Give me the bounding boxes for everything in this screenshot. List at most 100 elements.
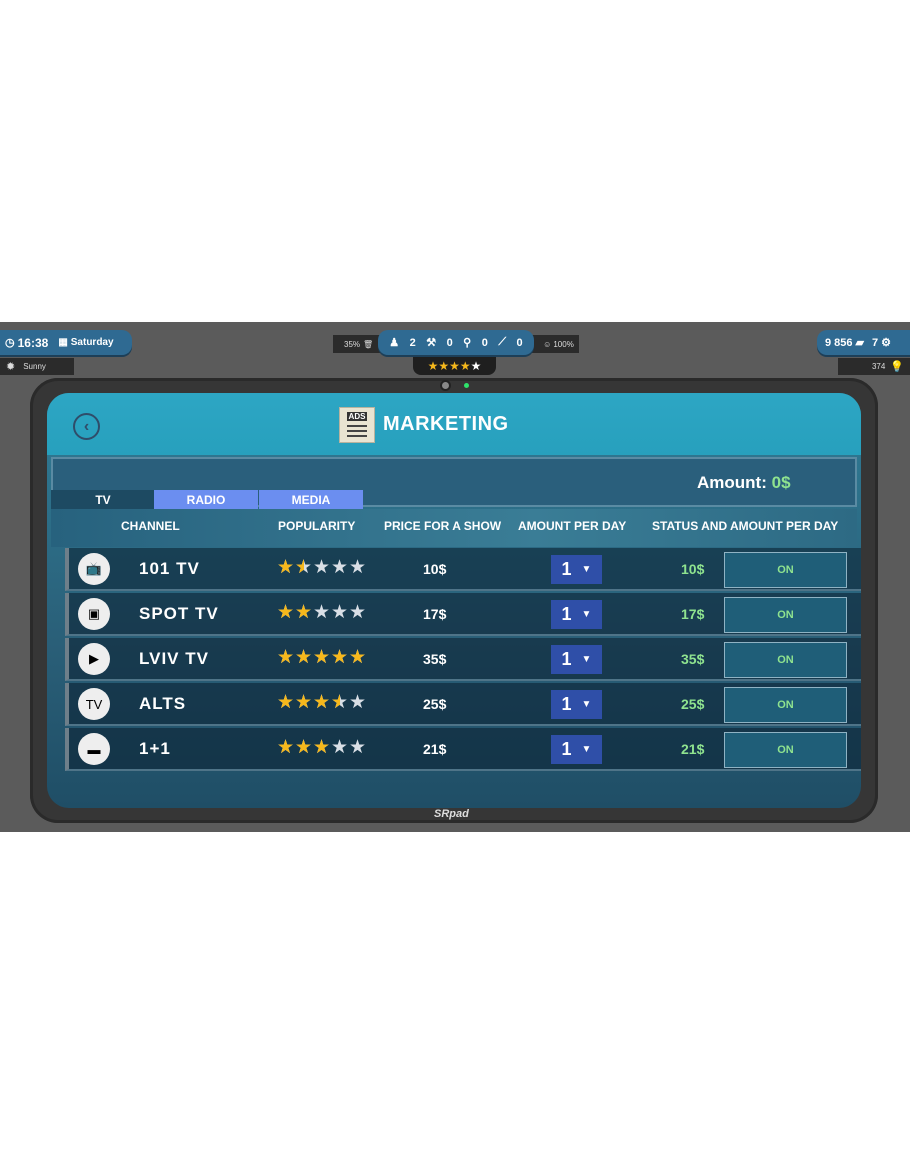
table-row: TV ALTS ★★★★★★★★★★ 25$ 1▼ 25$ ON <box>65 683 861 726</box>
day: Saturday <box>70 337 114 348</box>
status-toggle-button[interactable]: ON <box>724 732 847 768</box>
dropdown-arrow-icon: ▼ <box>581 609 592 620</box>
smile-icon: ☺ <box>543 339 552 349</box>
amount-label: Amount: <box>697 473 767 492</box>
staff-panel: ♟ 2 ⚒ 0 ⚲ 0 ⟋ 0 <box>378 330 534 355</box>
table-row: ▬ 1+1 ★★★★★★★★★★ 21$ 1▼ 21$ ON <box>65 728 861 771</box>
status-toggle-button[interactable]: ON <box>724 642 847 678</box>
star-icon: ★★ <box>277 602 295 623</box>
status-toggle-button[interactable]: ON <box>724 552 847 588</box>
money: 9 856 <box>825 336 853 349</box>
tablet-brand: SRpad <box>434 808 469 820</box>
channel-logo-icon: ▬ <box>78 733 110 765</box>
channel-logo-icon: ▶ <box>78 643 110 675</box>
status-label: ON <box>777 699 794 711</box>
trash-icon: 🗑 <box>363 339 374 349</box>
newspaper-ads-icon: ADS <box>339 407 375 443</box>
time: 16:38 <box>17 335 49 350</box>
star-icon: ★★ <box>349 557 367 578</box>
star-icon: ★★ <box>349 692 367 713</box>
workers-count: 2 <box>409 336 416 349</box>
gem-icon: ⚙ <box>881 337 891 349</box>
col-amount-per-day: AMOUNT PER DAY <box>518 519 627 533</box>
gems: 7 <box>872 336 879 349</box>
select-value: 1 <box>561 739 572 759</box>
star-icon: ★★ <box>349 602 367 623</box>
star-icon: ★★ <box>295 692 313 713</box>
col-channel: CHANNEL <box>121 519 180 533</box>
back-button[interactable]: ‹ <box>73 413 100 440</box>
header: ‹ ADS MARKETING <box>47 393 861 455</box>
tab-media[interactable]: MEDIA <box>259 490 363 509</box>
status-toggle-button[interactable]: ON <box>724 687 847 723</box>
amount-per-day-select[interactable]: 1 ▼ <box>551 645 602 674</box>
status-label: ON <box>777 609 794 621</box>
tab-radio[interactable]: RADIO <box>154 490 258 509</box>
worker-icon: ♟ <box>389 337 400 349</box>
amount-per-day-select[interactable]: 1 ▼ <box>551 555 602 584</box>
amount-per-day-select[interactable]: 1 ▼ <box>551 600 602 629</box>
guards-count: 0 <box>516 336 523 349</box>
amount-per-day: 10$ <box>681 561 705 577</box>
baton-icon: ⟋ <box>498 336 507 348</box>
calendar-icon: ▦ <box>58 337 68 348</box>
time-date-panel: ◷ 16:38 ▦ Saturday <box>0 330 132 355</box>
popularity-rating: ★★★★★★★★★★ <box>277 738 367 758</box>
column-header <box>51 509 857 547</box>
channel-name: 1+1 <box>139 739 171 758</box>
tab-tv[interactable]: TV <box>51 490 155 509</box>
energy: 374 <box>871 362 886 371</box>
channel-name: LVIV TV <box>139 649 209 668</box>
hotel-rating: ★★★★★ <box>413 357 496 375</box>
happiness: 100% <box>553 339 574 349</box>
col-popularity: POPULARITY <box>278 519 356 533</box>
table-row: 📺 101 TV ★★★★★★★★★★ 10$ 1▼ 10$ ON <box>65 548 861 591</box>
status-label: ON <box>777 654 794 666</box>
sun-icon: ✹ <box>6 361 16 373</box>
table-row: ▶ LVIV TV ★ ★ ★ ★ ★ ★ ★ ★ ★ ★ 35$ 1 ▼ 35$ ON <box>65 638 861 681</box>
amount-value: 0$ <box>771 473 791 492</box>
amount-per-day-select[interactable]: 1 ▼ <box>551 735 602 764</box>
channel-name: ALTS <box>139 694 187 713</box>
marketing-screen: ‹ ADS MARKETING Amount: 0$ TV RADIO MEDI… <box>47 393 861 808</box>
channel-logo-icon: ▣ <box>78 598 110 630</box>
amount-per-day: 17$ <box>681 606 705 622</box>
price: 17$ <box>423 606 447 622</box>
star-icon: ★★ <box>295 647 313 668</box>
amount-per-day-select[interactable]: 1 ▼ <box>551 690 602 719</box>
status-toggle-button[interactable]: ON <box>724 597 847 633</box>
select-value: 1 <box>561 649 572 669</box>
energy-panel: 374 💡 <box>838 358 910 375</box>
ads-label: ADS <box>347 412 367 421</box>
star-icon: ★★ <box>331 692 349 713</box>
star-icon: ★★ <box>349 647 367 668</box>
cash-icon: ▰ <box>855 337 864 349</box>
channel-name: SPOT TV <box>139 604 219 623</box>
popularity-rating: ★★★★★★★★★★ <box>277 648 367 668</box>
amount-total: Amount: 0$ <box>697 473 791 493</box>
star-icon: ★★ <box>313 602 331 623</box>
star-icon: ★★ <box>313 647 331 668</box>
star-icon: ★★ <box>313 737 331 758</box>
trash-pct: 35% <box>344 339 361 349</box>
status-label: ON <box>777 744 794 756</box>
page-title: MARKETING <box>383 413 509 435</box>
popularity-rating: ★★★★★★★★★★ <box>277 693 367 713</box>
star-icon: ★★ <box>313 692 331 713</box>
select-value: 1 <box>561 604 572 624</box>
star-icon: ★★ <box>331 557 349 578</box>
weather-panel: ✹ Sunny <box>0 358 74 375</box>
amount-per-day: 35$ <box>681 651 705 667</box>
dropdown-arrow-icon: ▼ <box>581 744 592 755</box>
builders-count: 0 <box>446 336 453 349</box>
amount-per-day: 21$ <box>681 741 705 757</box>
tab-label: RADIO <box>186 492 226 507</box>
camera-icon <box>440 380 451 391</box>
star-icon: ★★ <box>277 692 295 713</box>
mop-icon: ⚲ <box>463 337 472 349</box>
channel-logo-icon: TV <box>78 688 110 720</box>
amount-per-day: 25$ <box>681 696 705 712</box>
popularity-rating: ★★★★★★★★★★ <box>277 558 367 578</box>
dropdown-arrow-icon: ▼ <box>581 564 592 575</box>
tab-label: TV <box>95 492 111 507</box>
